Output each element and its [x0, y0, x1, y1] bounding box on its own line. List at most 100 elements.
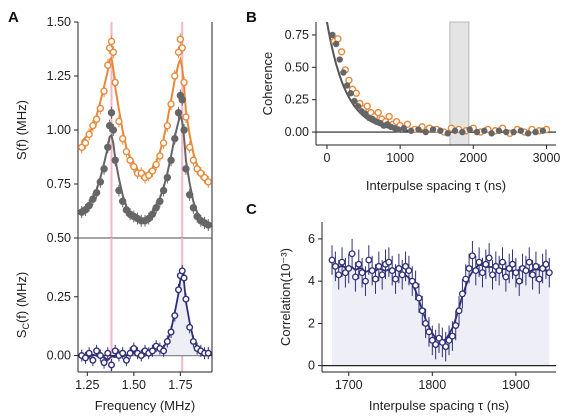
y-tick-label: 0.00: [285, 125, 309, 139]
data-point: [89, 356, 97, 364]
y-axis-label: SC(f) (MHz): [14, 272, 31, 338]
correlation-fill: [332, 264, 550, 366]
data-point: [171, 134, 179, 143]
data-point: [174, 286, 182, 294]
data-point: [503, 128, 510, 136]
data-point: [180, 126, 188, 134]
data-point: [104, 61, 112, 69]
data-point: [176, 35, 185, 43]
data-point: [148, 347, 156, 355]
y-tick-label: 0: [308, 359, 315, 373]
x-tick-label: 1.50: [122, 378, 146, 392]
data-point: [81, 139, 90, 147]
data-point: [351, 273, 359, 281]
data-point: [524, 130, 532, 137]
data-point: [93, 347, 101, 355]
data-point: [163, 121, 172, 130]
data-point: [163, 337, 171, 345]
x-tick-label: 1.25: [75, 378, 99, 392]
data-point: [415, 126, 422, 133]
data-point: [126, 156, 134, 164]
data-point: [398, 271, 406, 279]
data-point: [525, 258, 533, 266]
data-point: [372, 275, 379, 283]
data-point: [532, 262, 540, 270]
data-point: [100, 359, 108, 367]
data-point: [204, 349, 212, 357]
data-point: [92, 115, 101, 123]
y-tick-label: 0.75: [285, 28, 309, 42]
data-point: [180, 78, 188, 87]
data-point: [180, 274, 188, 282]
data-point: [171, 312, 179, 320]
data-point: [174, 109, 183, 117]
y-tick-label: 1.50: [47, 15, 71, 29]
data-point: [468, 252, 476, 260]
data-point: [368, 267, 376, 275]
x-tick-label: 0: [323, 151, 330, 165]
data-point: [475, 258, 483, 266]
data-point: [130, 344, 138, 352]
data-point: [85, 349, 93, 357]
data-point: [182, 165, 190, 173]
data-point: [512, 269, 520, 277]
data-point: [160, 347, 168, 355]
x-axis-label: Interpulse spacing τ (ns): [369, 398, 509, 413]
data-point: [107, 37, 116, 46]
data-point: [466, 126, 473, 133]
data-point: [348, 250, 356, 258]
data-point: [107, 109, 116, 117]
y-tick-label: 0.50: [47, 231, 71, 245]
data-point: [148, 210, 157, 218]
data-point: [163, 173, 172, 182]
data-point: [335, 271, 343, 279]
data-point: [539, 127, 547, 134]
data-point: [126, 349, 134, 357]
data-point: [111, 78, 119, 87]
data-point: [331, 262, 339, 270]
data-point: [378, 271, 386, 279]
data-point: [96, 104, 105, 113]
data-point: [425, 328, 433, 336]
data-point: [332, 40, 340, 48]
data-point: [107, 361, 115, 369]
x-axis-label: Interpulse spacing τ (ns): [366, 178, 506, 193]
data-point: [119, 349, 127, 357]
x-tick-label: 1700: [335, 378, 363, 392]
data-point: [358, 269, 366, 277]
data-point: [328, 256, 336, 264]
data-point: [178, 96, 186, 104]
decay-fit-line: [326, 21, 551, 134]
data-point: [337, 48, 346, 56]
data-point: [509, 260, 516, 268]
data-point: [403, 120, 412, 128]
x-tick-label: 3000: [533, 151, 561, 165]
data-point: [89, 121, 97, 130]
x-tick-label: 1800: [418, 378, 446, 392]
data-point: [365, 256, 373, 264]
panel-c: 0 2 4 6 1700 1800 1900 Interpulse spacing τ (ns…: [278, 222, 556, 413]
data-point: [152, 160, 160, 169]
data-point: [340, 69, 347, 76]
data-point: [156, 152, 164, 160]
data-point: [392, 275, 399, 283]
data-point: [488, 130, 495, 137]
data-point: [104, 143, 112, 151]
data-point: [347, 90, 354, 97]
data-point: [462, 275, 470, 283]
data-point: [422, 128, 429, 136]
y-axis-label: Coherence: [260, 52, 275, 116]
data-point: [354, 102, 362, 110]
data-point: [455, 307, 463, 315]
panel-c-letter: C: [246, 201, 257, 218]
data-point: [118, 134, 127, 143]
data-point: [171, 72, 179, 80]
data-point: [517, 127, 525, 134]
data-point: [122, 147, 131, 156]
data-point: [204, 178, 212, 186]
y-axis-label: S(f) (MHz): [14, 100, 29, 160]
data-point: [485, 254, 493, 262]
data-point: [412, 281, 420, 289]
data-point: [479, 269, 486, 277]
